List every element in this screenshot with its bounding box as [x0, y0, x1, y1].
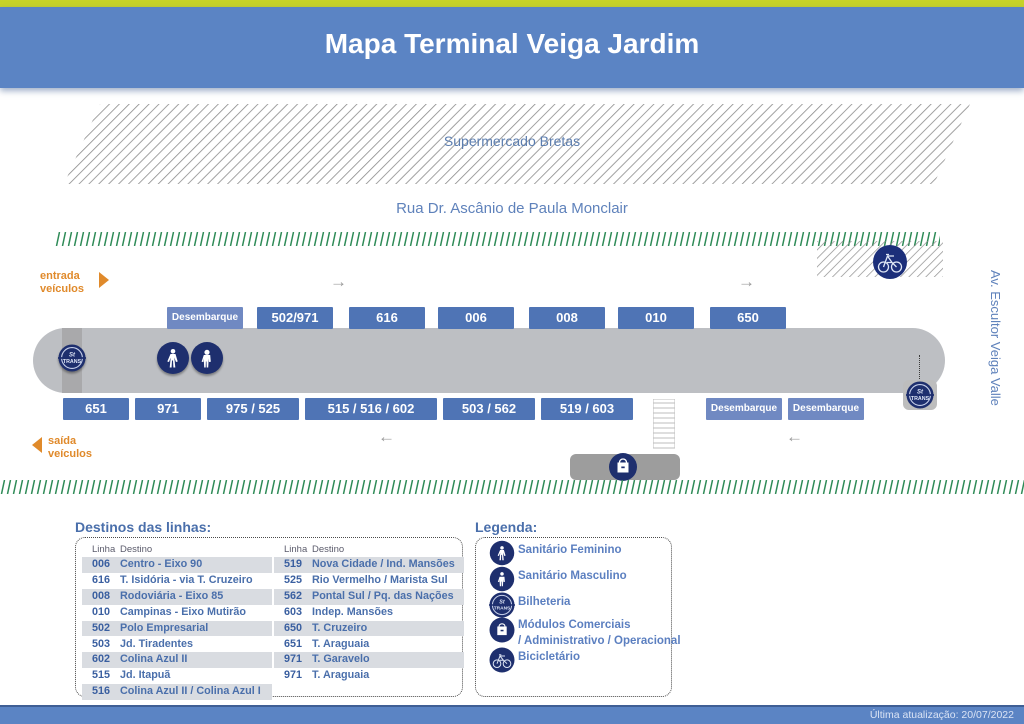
svg-text:St: St	[917, 389, 924, 395]
svg-text:TRANS: TRANS	[494, 606, 511, 612]
svg-text:TRANS: TRANS	[63, 359, 82, 365]
svg-text:TRANS: TRANS	[911, 396, 930, 402]
svg-text:St: St	[69, 352, 76, 358]
svg-text:St: St	[499, 600, 505, 606]
